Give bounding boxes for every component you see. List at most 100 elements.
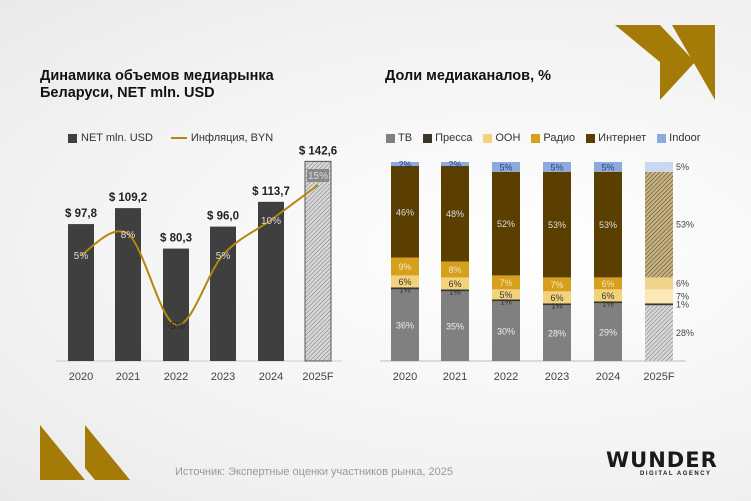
share-segment <box>543 291 571 304</box>
share-label: 7% <box>499 278 512 288</box>
share-label: 46% <box>396 207 414 217</box>
legend-swatch-bar <box>68 133 77 143</box>
x-tick-label: 2021 <box>116 371 140 383</box>
share-label: 53% <box>548 220 566 230</box>
share-segment <box>543 303 571 306</box>
share-label: 28% <box>548 329 566 339</box>
share-segment <box>594 301 622 304</box>
decor-shape-top-1 <box>615 25 695 100</box>
legend-swatch <box>423 133 433 143</box>
share-segment <box>645 162 673 172</box>
share-label: 36% <box>396 321 414 331</box>
share-segment <box>543 277 571 292</box>
share-label: 6% <box>550 293 563 303</box>
inflation-label: 8% <box>121 230 136 241</box>
share-segment <box>441 162 469 166</box>
share-segment <box>492 162 520 172</box>
share-segment <box>441 261 469 278</box>
x-tick-label: 2024 <box>596 371 620 383</box>
share-segment <box>594 289 622 302</box>
share-label: 8% <box>448 265 461 275</box>
share-segment <box>543 171 571 278</box>
net-bar-label: $ 80,3 <box>160 233 192 245</box>
legend-label: ТВ <box>398 132 413 144</box>
net-bar <box>163 248 189 361</box>
legend-label: Indoor <box>669 132 701 144</box>
share-segment <box>645 305 673 361</box>
net-bar-label: $ 96,0 <box>207 211 239 223</box>
legend-swatch <box>483 133 493 143</box>
share-label: 1% <box>399 285 411 294</box>
legend-swatch <box>386 133 395 143</box>
share-segment <box>391 257 419 276</box>
x-tick-label: 2020 <box>393 371 417 383</box>
x-tick-label: 2022 <box>164 371 188 383</box>
share-segment <box>594 303 622 361</box>
legend-label: Пресса <box>435 132 473 144</box>
x-tick-label: 2025F <box>302 371 333 383</box>
share-segment <box>441 165 469 262</box>
share-segment <box>645 171 673 278</box>
share-label: 7% <box>676 291 689 301</box>
share-label: 28% <box>676 328 694 338</box>
share-segment <box>441 291 469 361</box>
x-tick-label: 2021 <box>443 371 467 383</box>
share-segment <box>594 162 622 172</box>
inflation-label-bg <box>307 169 329 182</box>
share-segment <box>391 162 419 166</box>
share-label: 2% <box>448 159 461 169</box>
share-label: 5% <box>550 162 563 172</box>
decor-shape-top-2 <box>672 25 715 100</box>
share-label: 6% <box>398 277 411 287</box>
share-label: 48% <box>446 209 464 219</box>
x-tick-label: 2023 <box>211 371 235 383</box>
right-legend: ТВ Пресса OOH Радио Интернет Indoor <box>386 132 700 144</box>
legend-label: Радио <box>543 132 576 144</box>
legend-label: Интернет <box>598 132 647 144</box>
share-segment <box>492 171 520 276</box>
share-label: 6% <box>448 279 461 289</box>
share-label: 35% <box>446 322 464 332</box>
share-label: 6% <box>676 278 689 288</box>
legend-label-net: NET mln. USD <box>81 132 153 144</box>
share-label: 5% <box>601 162 614 172</box>
legend-swatch-line <box>170 137 187 139</box>
inflation-line <box>80 184 319 327</box>
net-bar <box>210 226 236 361</box>
share-label: 1% <box>449 287 461 296</box>
share-label: 52% <box>497 219 515 229</box>
legend-swatch <box>531 133 541 143</box>
left-legend: NET mln. USD Инфляция, BYN <box>68 132 273 144</box>
net-bar <box>68 224 94 361</box>
source-note: Источник: Экспертные оценки участников р… <box>175 466 453 478</box>
share-segment <box>645 303 673 306</box>
share-label: 5% <box>676 162 689 172</box>
share-label: 6% <box>601 279 614 289</box>
share-label: 29% <box>599 328 617 338</box>
decor-shape-bottom-2 <box>85 425 130 480</box>
net-bar-label: $ 142,6 <box>299 145 337 157</box>
share-segment <box>441 289 469 292</box>
x-tick-label: 2022 <box>494 371 518 383</box>
share-label: 1% <box>551 301 563 310</box>
share-segment <box>391 287 419 290</box>
wunder-logo: WUNDER DIGITAL AGENCY <box>606 448 718 478</box>
net-bar <box>258 201 284 361</box>
share-segment <box>543 305 571 361</box>
net-bar-label: $ 113,7 <box>252 186 290 198</box>
share-segment <box>645 277 673 290</box>
x-tick-label: 2020 <box>69 371 93 383</box>
net-bar <box>304 160 332 362</box>
x-tick-label: 2025F <box>643 371 674 383</box>
decor-shape-bottom-1 <box>40 425 85 480</box>
legend-label-inflation: Инфляция, BYN <box>190 132 274 144</box>
share-segment <box>594 277 622 290</box>
x-tick-label: 2024 <box>259 371 283 383</box>
legend-swatch <box>657 133 667 143</box>
share-label: 5% <box>499 290 512 300</box>
inflation-label: 10% <box>261 216 281 227</box>
share-label: 2% <box>398 159 411 169</box>
share-segment <box>543 162 571 172</box>
share-label: 9% <box>398 262 411 272</box>
